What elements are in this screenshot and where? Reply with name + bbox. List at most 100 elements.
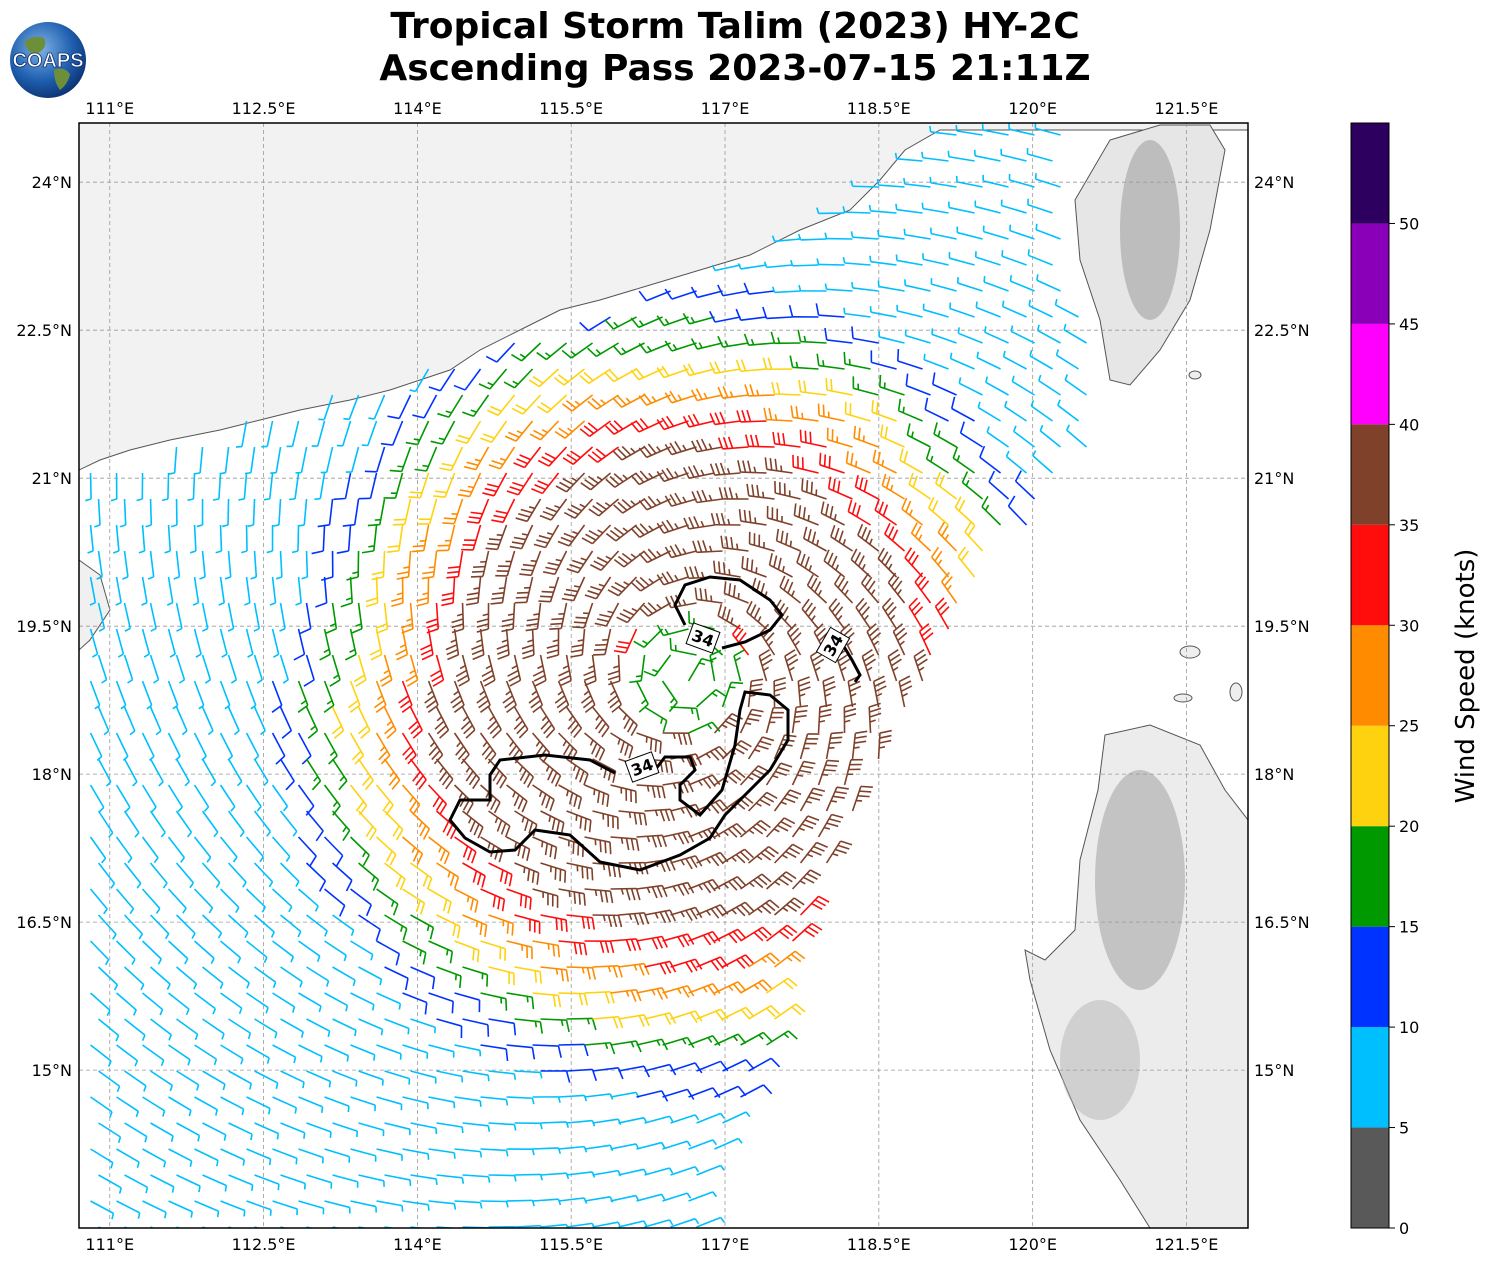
wind-barb: [850, 231, 879, 240]
wind-barb: [89, 784, 105, 813]
wind-barb: [361, 420, 378, 447]
wind-barb: [793, 503, 819, 526]
wind-barb: [384, 914, 408, 941]
wind-barb: [168, 1148, 193, 1167]
wind-barb: [532, 836, 558, 860]
wind-barb: [682, 465, 715, 479]
wind-barb: [592, 810, 619, 830]
wind-barb: [1038, 374, 1061, 396]
wind-barb: [168, 992, 190, 1015]
wind-barb: [488, 914, 514, 936]
wind-barb: [824, 327, 853, 344]
wind-barb: [89, 940, 110, 966]
wind-barb: [488, 1018, 517, 1036]
wind-barb: [670, 958, 703, 973]
wind-barb: [881, 473, 905, 500]
wind-barb: [436, 1018, 463, 1039]
wind-barb: [799, 787, 826, 812]
wind-barb: [740, 1031, 773, 1046]
lon-tick-label: 115.5°E: [539, 1235, 603, 1254]
colorbar-bin: [1351, 123, 1389, 224]
wind-barb: [150, 1018, 172, 1041]
wind-barb: [855, 597, 872, 630]
wind-barb: [690, 388, 723, 402]
wind-barb: [809, 649, 825, 682]
wind-barb: [887, 649, 902, 682]
lat-tick-label: 18°N: [1254, 765, 1294, 784]
wind-barb: [506, 992, 535, 1010]
wind-barb: [253, 758, 269, 787]
wind-barb: [929, 227, 957, 240]
wind-barb: [842, 256, 871, 266]
wind-barb: [145, 498, 153, 528]
wind-barb: [353, 654, 367, 687]
wind-barb: [692, 540, 723, 554]
wind-barb: [866, 623, 882, 656]
wind-barb: [376, 1148, 403, 1161]
wind-barb: [736, 409, 767, 423]
wind-barb: [662, 732, 693, 746]
wind-barb: [189, 524, 197, 554]
wind-barb: [748, 1057, 781, 1072]
wind-barb: [555, 472, 586, 493]
colorbar-tick-label: 5: [1399, 1119, 1409, 1138]
wind-barb: [584, 576, 612, 600]
lon-tick-label: 118.5°E: [847, 99, 911, 118]
wind-barb: [532, 1198, 562, 1206]
wind-barb: [486, 394, 516, 416]
lon-tick-label: 120°E: [1008, 1235, 1057, 1254]
wind-barb: [904, 279, 931, 292]
wind-barb: [383, 472, 404, 499]
wind-barb: [985, 376, 1009, 396]
wind-barb: [931, 546, 950, 578]
wind-barb: [462, 394, 490, 418]
wind-barb: [607, 680, 622, 713]
wind-barb: [383, 810, 404, 841]
wind-barb: [241, 524, 248, 554]
wind-barb: [825, 731, 844, 760]
wind-barb: [97, 914, 117, 940]
wind-barb: [872, 675, 887, 708]
wind-barb: [454, 1148, 483, 1158]
wind-barb: [506, 940, 533, 960]
wind-barb: [843, 307, 871, 318]
wind-barb: [566, 966, 597, 980]
wind-barb: [280, 914, 302, 938]
wind-barb: [797, 329, 827, 344]
wind-barb: [566, 914, 596, 930]
wind-barb: [123, 706, 136, 736]
wind-barb: [981, 124, 1009, 136]
wind-barb: [892, 623, 908, 656]
wind-barb: [89, 732, 103, 761]
wind-barb: [638, 495, 671, 511]
wind-barb: [824, 283, 853, 292]
wind-barb: [280, 1174, 306, 1190]
wind-barb: [656, 467, 689, 483]
colorbar-bin: [1351, 926, 1389, 1028]
wind-barb: [436, 966, 462, 989]
wind-barb: [495, 550, 516, 577]
wind-barb: [115, 576, 122, 606]
wind-barb: [894, 152, 923, 162]
wind-barb: [90, 1044, 112, 1067]
wind-barb: [558, 784, 583, 810]
wind-barb: [688, 1139, 718, 1150]
wind-barb: [410, 914, 435, 940]
wind-barb: [202, 1226, 208, 1228]
wind-barb: [416, 576, 430, 607]
wind-barb: [558, 940, 588, 956]
wind-barb: [721, 739, 752, 760]
wind-barb: [542, 550, 568, 576]
wind-barb: [662, 881, 695, 896]
wind-barb: [164, 524, 172, 554]
wind-barb: [709, 310, 741, 323]
wind-barb: [238, 472, 248, 501]
wind-barb: [488, 966, 515, 986]
wind-barb: [558, 888, 586, 906]
wind-barb: [1014, 470, 1036, 500]
wind-barb: [502, 680, 517, 713]
wind-barb: [539, 498, 568, 521]
wind-barb: [797, 676, 811, 708]
wind-barb: [618, 810, 648, 826]
wind-barb: [618, 1014, 650, 1027]
